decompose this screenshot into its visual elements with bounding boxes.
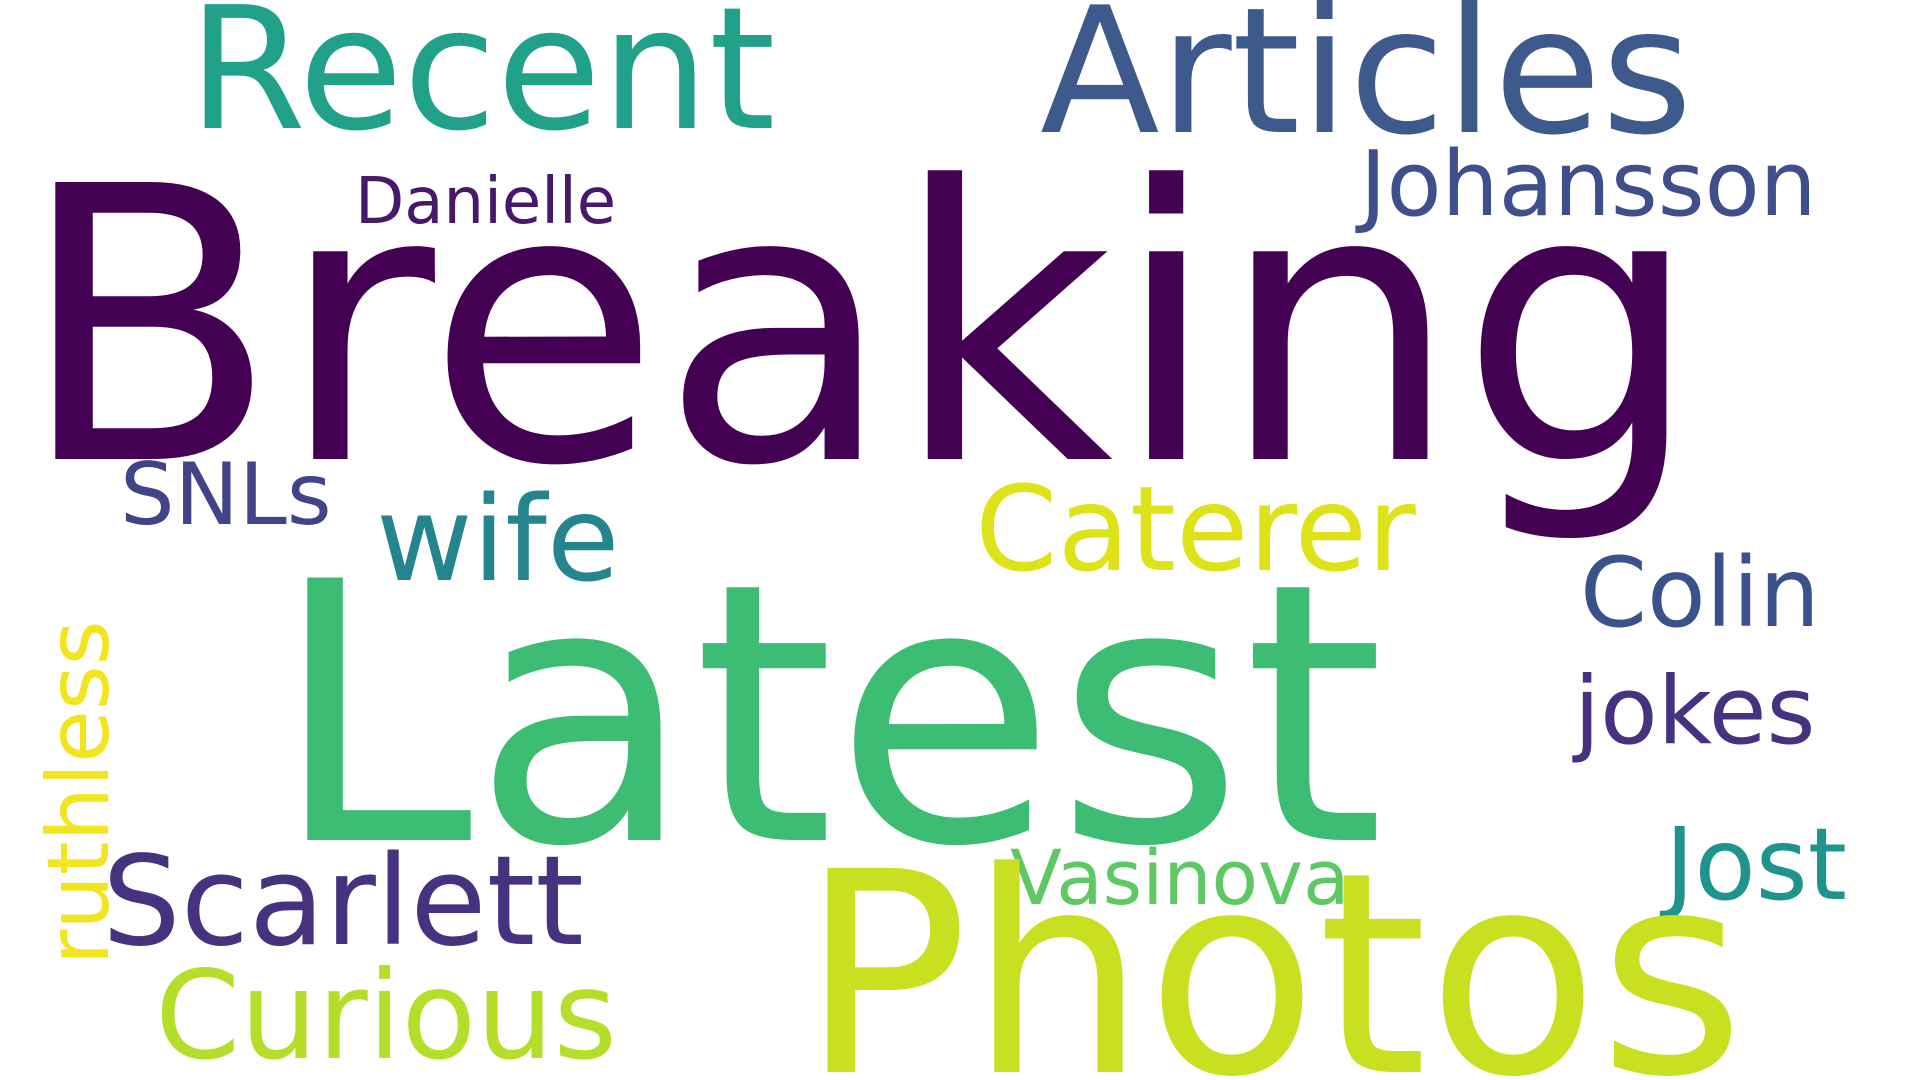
word-latest: Latest bbox=[272, 506, 1385, 925]
word-colin: Colin bbox=[1580, 537, 1820, 649]
word-caterer: Caterer bbox=[975, 460, 1416, 598]
word-recent: Recent bbox=[188, 0, 776, 169]
word-curious: Curious bbox=[155, 945, 618, 1080]
word-photos: Photos bbox=[800, 813, 1745, 1080]
word-jokes: jokes bbox=[1574, 657, 1816, 766]
word-johansson: Johansson bbox=[1360, 132, 1817, 237]
word-danielle: Danielle bbox=[355, 165, 617, 239]
word-breaking: Breaking bbox=[18, 106, 1701, 549]
word-articles: Articles bbox=[1040, 0, 1693, 174]
word-wife: wife bbox=[376, 470, 620, 608]
word-scarlett: Scarlett bbox=[102, 830, 584, 974]
word-vasinova: Vasinova bbox=[1010, 833, 1350, 922]
word-snls: SNLs bbox=[120, 445, 332, 545]
word-jost: Jost bbox=[1665, 806, 1847, 923]
